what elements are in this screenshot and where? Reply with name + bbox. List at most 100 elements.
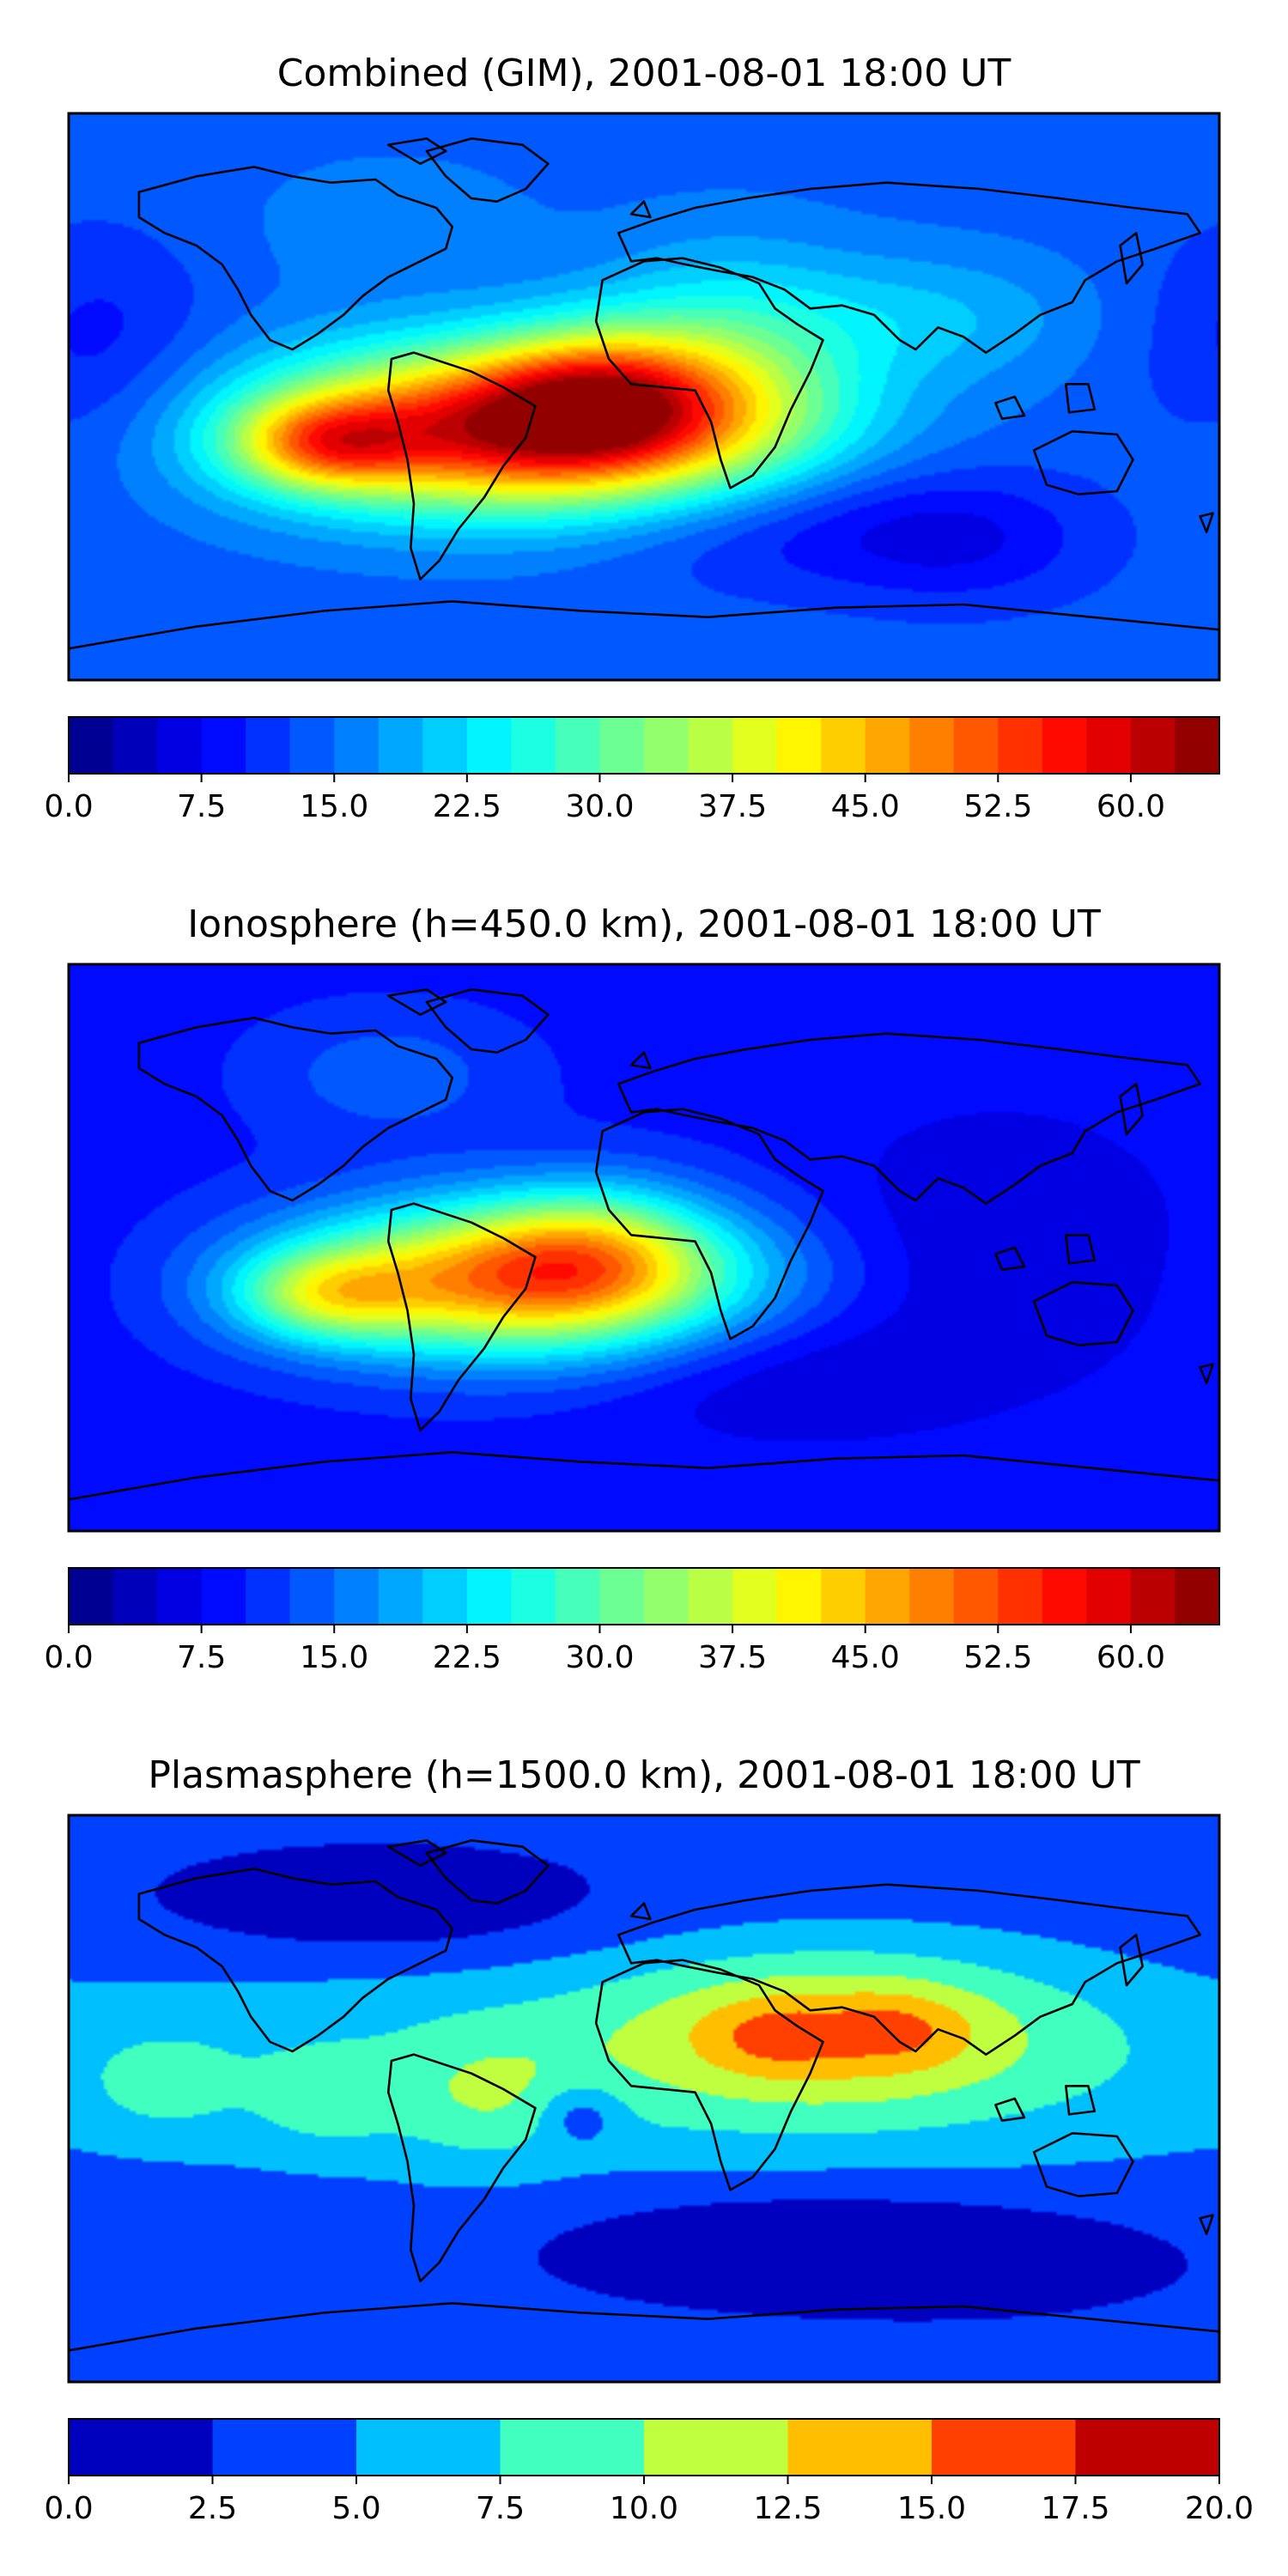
coastline-path: [425, 1839, 550, 1905]
colorbar-tick-label: 12.5: [753, 2491, 822, 2526]
colorbar-bin: [732, 717, 778, 774]
colorbar-tick-label: 60.0: [1097, 789, 1165, 824]
coastline-path: [629, 1051, 652, 1070]
colorbar-bin: [688, 1568, 733, 1625]
colorbar-bin: [112, 717, 158, 774]
panel-title: Ionosphere (h=450.0 km), 2001-08-01 18:0…: [187, 902, 1101, 946]
colorbar-bin: [644, 1568, 690, 1625]
colorbar: 0.0 2.5 5.0 7.5 10.0 12.5 15.0 17.5 20.0: [44, 2418, 1254, 2526]
tec-field: [69, 964, 1219, 1531]
tec-map: [69, 1815, 1219, 2382]
coastline-path: [994, 1246, 1026, 1271]
colorbar-tick-label: 2.5: [188, 2491, 237, 2526]
colorbar-bin: [953, 1568, 999, 1625]
panel-plasmasphere: Plasmasphere (h=1500.0 km), 2001-08-01 1…: [44, 1753, 1254, 2526]
colorbar-tick-label: 22.5: [433, 789, 501, 824]
colorbar-bin: [555, 1568, 601, 1625]
colorbar-tick-label: 7.5: [177, 789, 226, 824]
colorbar-bin: [511, 717, 556, 774]
colorbar-bin: [555, 717, 601, 774]
colorbar-bin: [212, 2419, 357, 2476]
coastline-path: [386, 988, 447, 1016]
colorbar-bin: [378, 1568, 423, 1625]
colorbar: 0.0 7.5 15.0 22.5 30.0 37.5 45.0 52.5 60.0: [44, 1567, 1220, 1675]
colorbar-tick-label: 0.0: [44, 2491, 93, 2526]
colorbar-bin: [1075, 2419, 1220, 2476]
colorbar-tick-label: 45.0: [831, 1640, 900, 1675]
colorbar-bin: [644, 717, 690, 774]
colorbar-bin: [865, 1568, 910, 1625]
colorbar-bin: [776, 717, 822, 774]
colorbar-bin: [334, 1568, 380, 1625]
colorbar-bin: [1130, 717, 1176, 774]
tec-map: [69, 113, 1219, 680]
tec-field: [69, 1815, 1219, 2382]
coastline-path: [1032, 430, 1134, 495]
colorbar-bin: [69, 1568, 114, 1625]
coastline-path: [386, 2053, 537, 2282]
coastline-path: [617, 1032, 1201, 1205]
colorbar-bin: [69, 717, 114, 774]
colorbar-tick-label: 52.5: [963, 1640, 1032, 1675]
colorbar-tick-label: 7.5: [177, 1640, 226, 1675]
colorbar-bin: [422, 1568, 468, 1625]
colorbar-bin: [157, 1568, 203, 1625]
colorbar-tick-label: 37.5: [698, 789, 767, 824]
panel-title: Combined (GIM), 2001-08-01 18:00 UT: [277, 52, 1012, 95]
coastline-path: [69, 2302, 1219, 2382]
coastline-path: [1032, 2132, 1134, 2197]
colorbar-tick-label: 52.5: [963, 789, 1032, 824]
coastline-path: [386, 351, 537, 580]
colorbar-bin: [787, 2419, 933, 2476]
coastline-path: [1119, 1934, 1144, 1987]
coastline-path: [1199, 2214, 1214, 2235]
colorbar-tick-label: 5.0: [331, 2491, 380, 2526]
colorbar-bin: [246, 1568, 291, 1625]
coastline-path: [386, 1839, 447, 1867]
panel-combined: Combined (GIM), 2001-08-01 18:00 UT 0.0 7…: [44, 52, 1221, 824]
colorbar-bin: [500, 2419, 645, 2476]
colorbar-bin: [909, 1568, 955, 1625]
colorbar-tick-label: 30.0: [565, 1640, 634, 1675]
colorbar-bin: [932, 2419, 1077, 2476]
colorbar-tick-label: 30.0: [565, 789, 634, 824]
colorbar-bin: [201, 717, 246, 774]
coastline-path: [1065, 383, 1097, 414]
colorbar-bin: [998, 1568, 1043, 1625]
colorbar-frame: [68, 1567, 1220, 1625]
coastline-path: [137, 1868, 453, 2053]
colorbar-bin: [1086, 717, 1132, 774]
colorbar-bin: [1130, 1568, 1176, 1625]
colorbar-tick-label: 22.5: [433, 1640, 501, 1675]
coastline-path: [629, 1902, 652, 1921]
coastlines: [69, 137, 1219, 680]
colorbar-tick-label: 60.0: [1097, 1640, 1165, 1675]
colorbar-bin: [466, 717, 512, 774]
colorbar-tick-label: 10.0: [610, 2491, 678, 2526]
colorbar-bin: [644, 2419, 789, 2476]
colorbar-bin: [157, 717, 203, 774]
coastline-path: [617, 1883, 1201, 2056]
colorbar-bin: [466, 1568, 512, 1625]
panel-title: Plasmasphere (h=1500.0 km), 2001-08-01 1…: [148, 1753, 1139, 1797]
colorbar-bin: [865, 717, 910, 774]
colorbar-bin: [511, 1568, 556, 1625]
map-frame: [67, 1814, 1221, 2384]
coastline-path: [137, 1017, 453, 1202]
colorbar-bin: [422, 717, 468, 774]
colorbar-bin: [201, 1568, 246, 1625]
coastline-path: [386, 1202, 537, 1431]
colorbar-bin: [1086, 1568, 1132, 1625]
tec-field: [69, 113, 1219, 680]
colorbar-frame: [68, 716, 1220, 775]
colorbar-tick-label: 15.0: [300, 1640, 368, 1675]
coastline-path: [1065, 2085, 1097, 2116]
colorbar-tick-label: 45.0: [831, 789, 900, 824]
colorbar-tick-label: 0.0: [44, 789, 93, 824]
colorbar-tick-label: 37.5: [698, 1640, 767, 1675]
colorbar-bin: [69, 2419, 214, 2476]
colorbar-bin: [289, 717, 335, 774]
coastline-path: [1119, 232, 1144, 285]
colorbar-bin: [599, 717, 645, 774]
colorbar-bin: [732, 1568, 778, 1625]
